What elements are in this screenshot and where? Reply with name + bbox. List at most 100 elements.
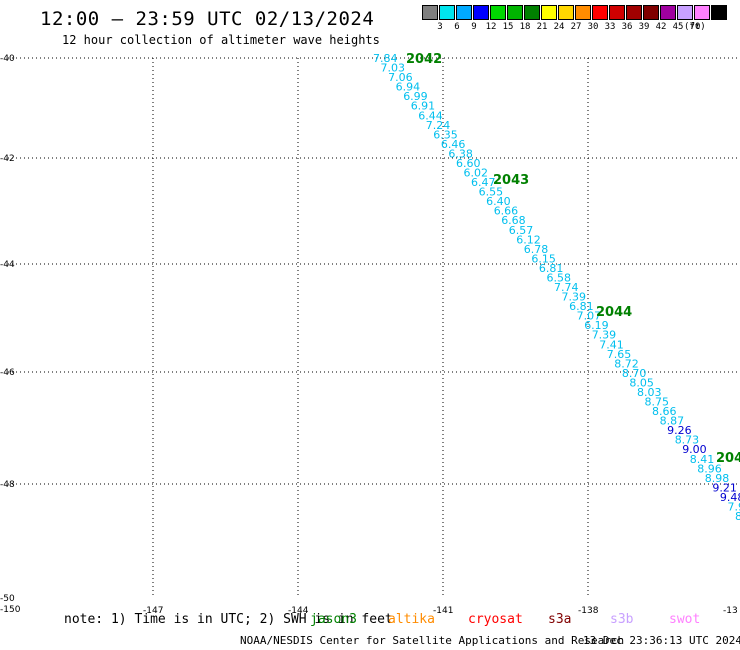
legend-swatch (541, 5, 557, 20)
legend-label: 9 (471, 22, 477, 32)
wave-height-value: 7.39 (562, 291, 587, 304)
legend-label: 3 (437, 22, 443, 32)
wave-height-value: 7.9 (728, 501, 740, 514)
wave-height-value: 6.94 (396, 81, 421, 94)
legend-label: 24 (553, 22, 565, 32)
legend-label: 42 (655, 22, 667, 32)
wave-height-value: 7.84 (373, 52, 398, 65)
legend-label: 36 (621, 22, 633, 32)
legend-swatch (575, 5, 591, 20)
lon-label: -141 (433, 606, 453, 616)
legend-swatch (473, 5, 489, 20)
lon-label: -144 (288, 606, 309, 616)
wave-height-value: 7.06 (388, 71, 413, 84)
legend-unit: (ft) (684, 22, 706, 32)
legend-label: 12 (485, 22, 497, 32)
lat-label: -44 (0, 260, 15, 270)
wave-height-value: 7.74 (554, 281, 579, 294)
credit-text: NOAA/NESDIS Center for Satellite Applica… (240, 634, 625, 647)
wave-height-value: 7.03 (381, 62, 406, 75)
wave-height-value: 6.68 (501, 214, 526, 227)
wave-height-value: 7.07 (577, 310, 602, 323)
lat-label: -50 (0, 594, 15, 604)
satellite-altika: altika (388, 612, 435, 627)
satellite-s3a: s3a (548, 612, 572, 627)
wave-height-value: 8.96 (697, 462, 722, 475)
wave-height-value: 8.73 (675, 434, 700, 447)
wave-height-value: 7.39 (592, 329, 617, 342)
wave-height-value: 6.57 (509, 224, 534, 237)
satellite-cryosat: cryosat (468, 612, 523, 627)
legend-label: 21 (536, 22, 548, 32)
wave-height-value: 6.99 (403, 90, 428, 103)
orbit-label: 2044 (596, 305, 632, 320)
lat-label: -46 (0, 368, 15, 378)
wave-height-value: 8.75 (645, 396, 670, 409)
wave-height-value: 6.47 (471, 176, 496, 189)
wave-height-value: 6.58 (547, 272, 572, 285)
lon-label: -150 (0, 605, 21, 615)
legend-swatch (643, 5, 659, 20)
satellite-jason3: jason3 (310, 612, 357, 627)
wave-height-value: 6.12 (516, 233, 541, 246)
legend-swatch (677, 5, 693, 20)
wave-height-value: 6.66 (494, 205, 519, 218)
wave-height-value: 8.05 (629, 376, 654, 389)
legend-label: 39 (638, 22, 650, 32)
lat-label: -42 (0, 154, 15, 164)
lat-label: -40 (0, 54, 15, 64)
legend-label: 15 (502, 22, 514, 32)
legend-swatch (422, 5, 438, 20)
legend-swatch (711, 5, 727, 20)
wave-height-value: 6.44 (418, 109, 443, 122)
wave-height-value: 8.87 (660, 415, 685, 428)
wave-height-value: 6.46 (441, 138, 466, 151)
legend-swatch (609, 5, 625, 20)
legend-swatch (439, 5, 455, 20)
wave-height-value: 6.38 (448, 147, 473, 160)
wave-height-value: 8.03 (637, 386, 662, 399)
wave-height-value: 8.41 (690, 453, 715, 466)
lat-label: -48 (0, 480, 15, 490)
wave-height-value: 9.26 (667, 424, 692, 437)
footer-note: note: 1) Time is in UTC; 2) SWH is in fe… (64, 612, 393, 627)
wave-height-value: 6.02 (464, 167, 489, 180)
timestamp-text: 13 Dec 23:36:13 UTC 2024 (583, 634, 740, 647)
lon-label: -13 (723, 606, 738, 616)
legend-label: 33 (604, 22, 616, 32)
wave-height-value: 7.24 (426, 119, 451, 132)
legend-swatch (592, 5, 608, 20)
wave-height-value: 6.19 (584, 319, 609, 332)
orbit-label: 204 (716, 451, 740, 466)
legend-swatch (626, 5, 642, 20)
legend-label: 30 (587, 22, 599, 32)
legend-swatch (490, 5, 506, 20)
legend-swatch (558, 5, 574, 20)
wave-height-value: 8.98 (705, 472, 730, 485)
legend-swatch (694, 5, 710, 20)
legend-swatch (507, 5, 523, 20)
wave-height-value: 6.78 (524, 243, 549, 256)
wave-height-value: 8 (735, 510, 740, 523)
wave-height-value: 8.72 (614, 357, 639, 370)
lon-label: -147 (143, 606, 163, 616)
wave-height-value: 6.35 (433, 128, 458, 141)
wave-height-value: 6.81 (539, 262, 564, 275)
wave-height-value: 8.70 (622, 367, 647, 380)
legend-swatch (456, 5, 472, 20)
orbit-label: 2043 (493, 173, 529, 188)
legend-swatch (660, 5, 676, 20)
wave-height-value: 6.55 (479, 186, 504, 199)
legend-label: 27 (570, 22, 582, 32)
wave-height-value: 6.15 (531, 252, 556, 265)
legend-label: 45 (672, 22, 684, 32)
wave-height-value: 9.48 (720, 491, 740, 504)
wave-height-value: 6.60 (456, 157, 481, 170)
lon-label: -138 (578, 606, 599, 616)
legend-label: 18 (519, 22, 531, 32)
orbit-label: 2042 (406, 52, 442, 67)
page-title: 12:00 – 23:59 UTC 02/13/2024 (40, 8, 375, 30)
wave-height-value: 9.00 (682, 443, 707, 456)
legend-label: 6 (454, 22, 460, 32)
